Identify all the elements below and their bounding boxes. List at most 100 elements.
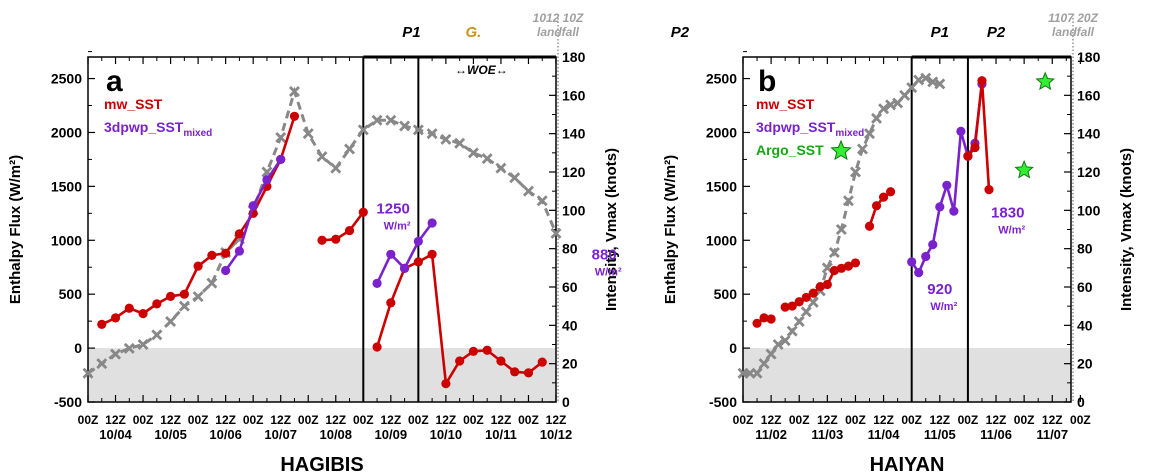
- vmax-point: [758, 358, 770, 370]
- mw-sst-point: [822, 279, 832, 290]
- vmax-point: [426, 128, 438, 140]
- x-hour-label: 00Z: [518, 413, 539, 427]
- vmax-point: [275, 132, 287, 143]
- legend-subscript: mixed: [183, 128, 212, 139]
- x-hour-label: 12Z: [491, 413, 512, 427]
- panel-label: b: [758, 65, 776, 98]
- mw-sst-line: [321, 211, 365, 242]
- mw-sst-point: [193, 261, 203, 271]
- mw-sst-point: [207, 250, 217, 260]
- x-hour-label: 12Z: [817, 413, 838, 427]
- argo-star-marker: [830, 139, 852, 161]
- left-tick-label: 2000: [51, 124, 82, 140]
- x-hour-label: 12Z: [986, 413, 1007, 427]
- mw-sst-point: [413, 257, 423, 267]
- x-date-label: 10/06: [209, 427, 242, 442]
- right-tick-label: 160: [1077, 87, 1101, 103]
- 3dpwp-sst-point: [427, 218, 437, 228]
- 3dpwp-sst-point: [276, 154, 286, 165]
- legend-label: mw_SST: [104, 96, 163, 112]
- vmax-point: [344, 143, 356, 155]
- storm-name: HAGIBIS: [280, 454, 363, 474]
- mw-sst-point: [787, 301, 797, 311]
- mw-sst-point: [496, 356, 506, 366]
- vmax-point: [357, 124, 369, 136]
- mw-sst-point: [234, 229, 245, 239]
- mw-sst-line: [966, 80, 991, 190]
- vmax-point: [454, 137, 466, 149]
- vmax-point: [509, 172, 521, 184]
- x-date-label: 10/09: [375, 427, 408, 442]
- right-tick-label: 60: [1077, 279, 1093, 295]
- x-hour-label: 12Z: [873, 413, 894, 427]
- landfall-text-label: landfall: [537, 25, 580, 39]
- mw-sst-point: [843, 261, 854, 271]
- period-label: P1: [402, 24, 420, 41]
- right-tick-label: 140: [1077, 126, 1101, 142]
- vmax-point: [192, 291, 204, 303]
- 3dpwp-sst-point: [935, 202, 945, 212]
- flux-annotation-unit: W/m²: [998, 225, 1025, 237]
- flux-annotation-unit: W/m²: [930, 301, 957, 313]
- x-hour-label: 00Z: [845, 413, 866, 427]
- period-label: P2: [987, 24, 1006, 41]
- legend-label: Argo_SST: [756, 142, 824, 158]
- vmax-point: [786, 325, 798, 337]
- 3dpwp-sst-point: [248, 201, 258, 211]
- right-tick-label: 80: [562, 241, 578, 257]
- right-tick-label: 0: [1077, 394, 1085, 410]
- x-hour-label: 00Z: [901, 413, 922, 427]
- 3dpwp-sst-point: [372, 278, 382, 289]
- legend-entry: mw_SST: [104, 96, 163, 112]
- 3dpwp-sst-point: [942, 180, 952, 190]
- left-tick-label: 2500: [706, 71, 737, 87]
- landfall-text-label: landfall: [1052, 25, 1095, 39]
- 3dpwp-sst-point: [413, 236, 423, 246]
- vmax-point: [123, 342, 135, 354]
- 3dpwp-sst-point: [399, 263, 410, 273]
- mw-sst-point: [815, 282, 825, 292]
- mw-sst-point: [864, 221, 875, 231]
- mw-sst-line: [101, 115, 296, 326]
- mw-sst-point: [386, 298, 396, 308]
- x-hour-label: 12Z: [160, 413, 181, 427]
- 3dpwp-sst-point: [956, 126, 966, 136]
- vmax-point: [316, 151, 328, 163]
- vmax-line: [87, 86, 558, 375]
- mw-sst-point: [482, 345, 492, 355]
- vmax-point: [302, 128, 314, 140]
- right-tick-label: 20: [1077, 356, 1093, 372]
- negative-flux-shading: [743, 348, 1071, 402]
- x-date-label: 11/04: [868, 427, 901, 442]
- right-axis-title: Intensity, Vmax (knots): [1118, 148, 1135, 311]
- mw-sst-point: [289, 111, 300, 121]
- mw-sst-point: [331, 234, 341, 244]
- legend-label: mw_SST: [756, 96, 815, 112]
- x-date-label: 10/08: [319, 427, 352, 442]
- 3dpwp-sst-point: [907, 257, 917, 267]
- vmax-point: [110, 348, 122, 360]
- x-hour-label: 12Z: [761, 413, 782, 427]
- x-date-label: 10/05: [154, 427, 187, 442]
- mw-sst-point: [801, 292, 811, 303]
- mw-sst-point: [871, 201, 882, 211]
- vmax-point: [878, 103, 890, 115]
- x-date-label: 10/12: [540, 427, 573, 442]
- mw-sst-point: [537, 357, 547, 367]
- 3dpwp-sst-point: [914, 268, 924, 278]
- left-tick-label: -500: [709, 394, 737, 410]
- 3dpwp-sst-line: [910, 83, 984, 276]
- left-tick-label: -500: [54, 394, 82, 410]
- vmax-point: [412, 124, 424, 136]
- argo-star-marker: [1035, 71, 1056, 91]
- flux-annotation-unit: W/m²: [384, 220, 411, 232]
- right-tick-label: 120: [562, 164, 586, 180]
- x-hour-label: 12Z: [1042, 413, 1063, 427]
- left-tick-label: 2500: [51, 71, 82, 87]
- x-hour-label: 00Z: [463, 413, 484, 427]
- x-hour-label: 12Z: [215, 413, 236, 427]
- vmax-point: [467, 147, 479, 159]
- left-tick-label: 500: [714, 286, 738, 302]
